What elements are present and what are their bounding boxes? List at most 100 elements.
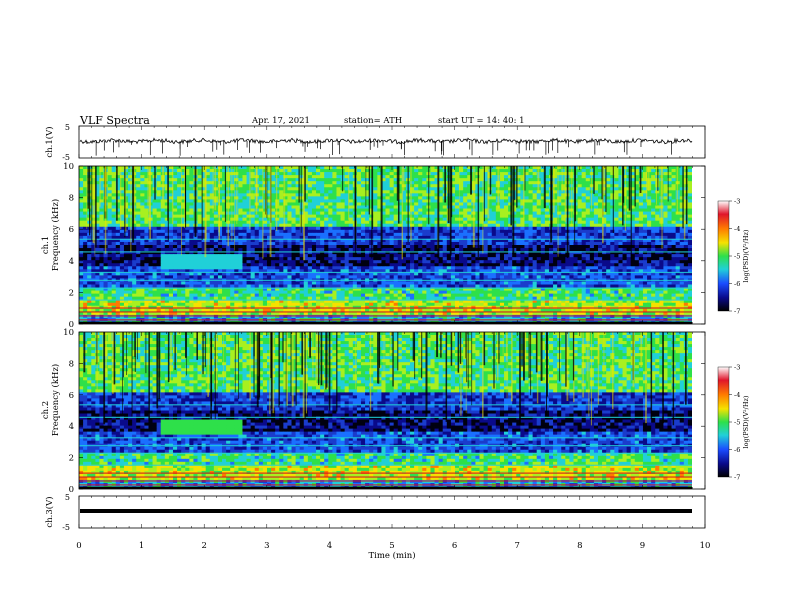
spectrogram-cell bbox=[152, 211, 158, 216]
spectrogram-cell bbox=[663, 211, 668, 216]
spectrogram-cell bbox=[687, 241, 693, 246]
spectrogram-cell bbox=[287, 241, 292, 246]
spectrogram-cell bbox=[479, 232, 484, 237]
spectrogram-cell bbox=[450, 251, 456, 255]
spectrogram-cell bbox=[487, 235, 493, 240]
spectrogram-cell bbox=[95, 245, 100, 249]
spectrogram-cell bbox=[181, 217, 186, 222]
spectrogram-cell bbox=[320, 181, 325, 185]
spectrogram-cell bbox=[634, 175, 640, 179]
spectrogram-cell bbox=[324, 235, 329, 240]
spectrogram-cell bbox=[279, 190, 284, 194]
spectrogram-cell bbox=[140, 202, 145, 206]
spectrogram-cell bbox=[389, 208, 395, 212]
spectrogram-cell bbox=[365, 181, 370, 185]
spectrogram-cell bbox=[410, 217, 415, 222]
spectrogram-cell bbox=[115, 245, 121, 249]
spectrogram-cell bbox=[266, 175, 272, 179]
spectrogram-cell bbox=[675, 232, 681, 237]
spectrogram-cell bbox=[119, 166, 125, 170]
spectrogram-cell bbox=[508, 229, 513, 234]
spectrogram-cell bbox=[311, 235, 317, 240]
spectrogram-cell bbox=[238, 223, 243, 228]
spectrogram-cell bbox=[508, 211, 513, 216]
spectrogram-cell bbox=[197, 166, 202, 170]
spectrogram-cell bbox=[467, 248, 472, 252]
spectrogram-cell bbox=[99, 238, 104, 243]
ch1-waveform-line bbox=[79, 137, 693, 145]
spectrogram-cell bbox=[258, 175, 264, 179]
spectrogram-cell bbox=[446, 251, 452, 255]
spectrogram-cell bbox=[95, 254, 100, 258]
spectrogram-cell bbox=[328, 229, 333, 234]
spectrogram-cell bbox=[348, 172, 354, 176]
spectrogram-cell bbox=[156, 232, 162, 237]
spectrogram-cell bbox=[254, 226, 260, 231]
spectrogram-cell bbox=[638, 226, 644, 231]
spectrogram-cell bbox=[499, 257, 505, 261]
spectrogram-cell bbox=[226, 248, 231, 252]
spectrogram-cell bbox=[651, 178, 656, 182]
spectrogram-cell bbox=[275, 196, 280, 200]
spectrogram-cell bbox=[324, 251, 329, 255]
spectrogram-cell bbox=[377, 193, 382, 197]
spectrogram-cell bbox=[299, 241, 305, 246]
spectrogram-cell bbox=[283, 235, 288, 240]
spectrogram-cell bbox=[271, 232, 276, 237]
spectrogram-cell bbox=[642, 193, 648, 197]
spectrogram-cell bbox=[614, 193, 619, 197]
spectrogram-cell bbox=[156, 172, 162, 176]
spectrogram-cell bbox=[209, 214, 215, 219]
spectrogram-cell bbox=[258, 211, 264, 216]
spectrogram-cell bbox=[287, 208, 292, 212]
spectrogram-cell bbox=[565, 260, 570, 264]
spectrogram-cell bbox=[279, 232, 284, 237]
spectrogram-cell bbox=[638, 257, 644, 261]
spectrogram-cell bbox=[205, 181, 211, 185]
spectrogram-cell bbox=[491, 214, 497, 219]
spectrogram-cell bbox=[316, 166, 321, 170]
spectrogram-cell bbox=[307, 211, 313, 216]
spectrogram-cell bbox=[111, 251, 117, 255]
spectrogram-cell bbox=[450, 175, 456, 179]
spectrogram-cell bbox=[172, 205, 178, 209]
spectrogram-cell bbox=[438, 172, 444, 176]
spectrogram-cell bbox=[487, 248, 493, 252]
spectrogram-cell bbox=[222, 248, 227, 252]
spectrogram-cell bbox=[544, 229, 550, 234]
ch1-spikes bbox=[86, 141, 672, 156]
spectrogram-cell bbox=[667, 196, 672, 200]
spectrogram-cell bbox=[307, 238, 313, 243]
spectrogram-cell bbox=[634, 245, 640, 249]
spectrogram-cell bbox=[528, 211, 534, 216]
spectrogram-cell bbox=[487, 202, 493, 206]
spectrogram-cell bbox=[614, 248, 619, 252]
spectrogram-cell bbox=[201, 245, 207, 249]
spectrogram-cell bbox=[275, 241, 280, 246]
spectrogram-cell bbox=[275, 248, 280, 252]
spectrogram-cell bbox=[381, 196, 386, 200]
spectrogram-cell bbox=[434, 205, 440, 209]
spectrogram-cell bbox=[254, 232, 260, 237]
spectrogram-cell bbox=[589, 175, 595, 179]
spectrogram-cell bbox=[205, 196, 211, 200]
spectrogram-cell bbox=[471, 248, 476, 252]
spectrogram-cell bbox=[95, 181, 100, 185]
spectrogram-cell bbox=[467, 263, 472, 267]
spectrogram-cell bbox=[332, 223, 337, 228]
spectrogram-cell bbox=[213, 178, 219, 182]
spectrogram-cell bbox=[626, 248, 632, 252]
spectrogram-cell bbox=[508, 251, 513, 255]
spectrogram-cell bbox=[373, 238, 378, 243]
spectrogram-cell bbox=[651, 193, 656, 197]
spectrogram-cell bbox=[119, 193, 125, 197]
spectrogram-cell bbox=[348, 238, 354, 243]
spectrogram-cell bbox=[332, 263, 337, 267]
spectrogram-cell bbox=[185, 260, 190, 264]
spectrogram-cell bbox=[115, 226, 121, 231]
spectrogram-cell bbox=[614, 181, 619, 185]
spectrogram-cell bbox=[389, 187, 395, 191]
spectrogram-cell bbox=[430, 235, 435, 240]
spectrogram-cell bbox=[446, 248, 452, 252]
